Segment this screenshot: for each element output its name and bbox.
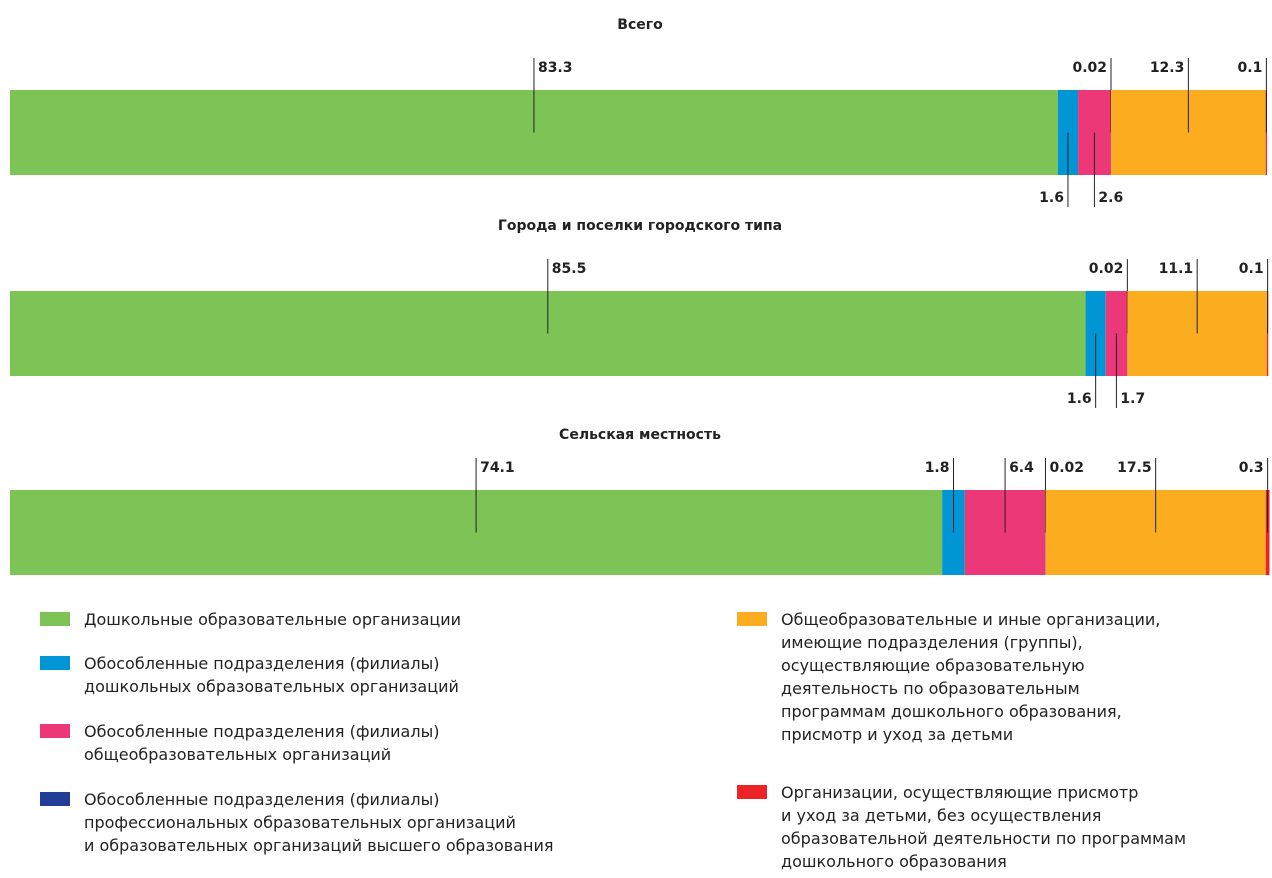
- legend-label: Обособленные подразделения (филиалы) про…: [84, 790, 554, 855]
- value-label: 74.1: [480, 460, 515, 476]
- legend-swatch: [40, 612, 70, 626]
- value-label: 1.6: [1039, 190, 1064, 206]
- value-label: 0.02: [1089, 261, 1124, 277]
- bar-title: Города и поселки городского типа: [498, 218, 782, 234]
- legend-item: Общеобразовательные и иные организации, …: [737, 608, 1160, 746]
- chart: Всего 83.3 1.6 2.6 0.02 12.3 0.1 Города и посел…: [10, 17, 1270, 575]
- legend-item: Организации, осуществляющие присмотр и у…: [737, 781, 1186, 873]
- value-label: 0.3: [1239, 460, 1264, 476]
- value-label: 0.1: [1239, 261, 1264, 277]
- value-label: 0.1: [1238, 60, 1263, 76]
- legend-label: Дошкольные образовательные организации: [84, 610, 462, 629]
- value-label: 2.6: [1098, 190, 1123, 206]
- legend-label: Организации, осуществляющие присмотр и у…: [781, 783, 1187, 871]
- value-label: 12.3: [1150, 60, 1185, 76]
- value-label: 1.8: [925, 460, 950, 476]
- legend-label: Обособленные подразделения (филиалы) общ…: [84, 722, 440, 764]
- legend-item: Обособленные подразделения (филиалы) про…: [40, 788, 553, 857]
- value-label: 17.5: [1117, 460, 1152, 476]
- value-label: 6.4: [1009, 460, 1034, 476]
- value-label: 0.02: [1072, 60, 1107, 76]
- value-label: 83.3: [538, 60, 573, 76]
- value-label: 85.5: [552, 261, 587, 277]
- legend-label: Обособленные подразделения (филиалы) дош…: [84, 654, 459, 696]
- bar-title: Всего: [617, 17, 663, 33]
- legend-swatch: [40, 724, 70, 738]
- legend-swatch: [40, 792, 70, 806]
- legend-item: Обособленные подразделения (филиалы) общ…: [40, 720, 439, 766]
- value-label: 1.7: [1120, 391, 1145, 407]
- legend-swatch: [737, 612, 767, 626]
- bar-title: Сельская местность: [559, 427, 721, 443]
- legend-label: Общеобразовательные и иные организации, …: [781, 610, 1161, 744]
- value-label: 1.6: [1067, 391, 1092, 407]
- legend-item: Обособленные подразделения (филиалы) дош…: [40, 652, 459, 698]
- legend-item: Дошкольные образовательные организации: [40, 608, 461, 631]
- value-label: 0.02: [1049, 460, 1084, 476]
- legend-swatch: [737, 785, 767, 799]
- value-label: 11.1: [1159, 261, 1194, 277]
- legend-swatch: [40, 656, 70, 670]
